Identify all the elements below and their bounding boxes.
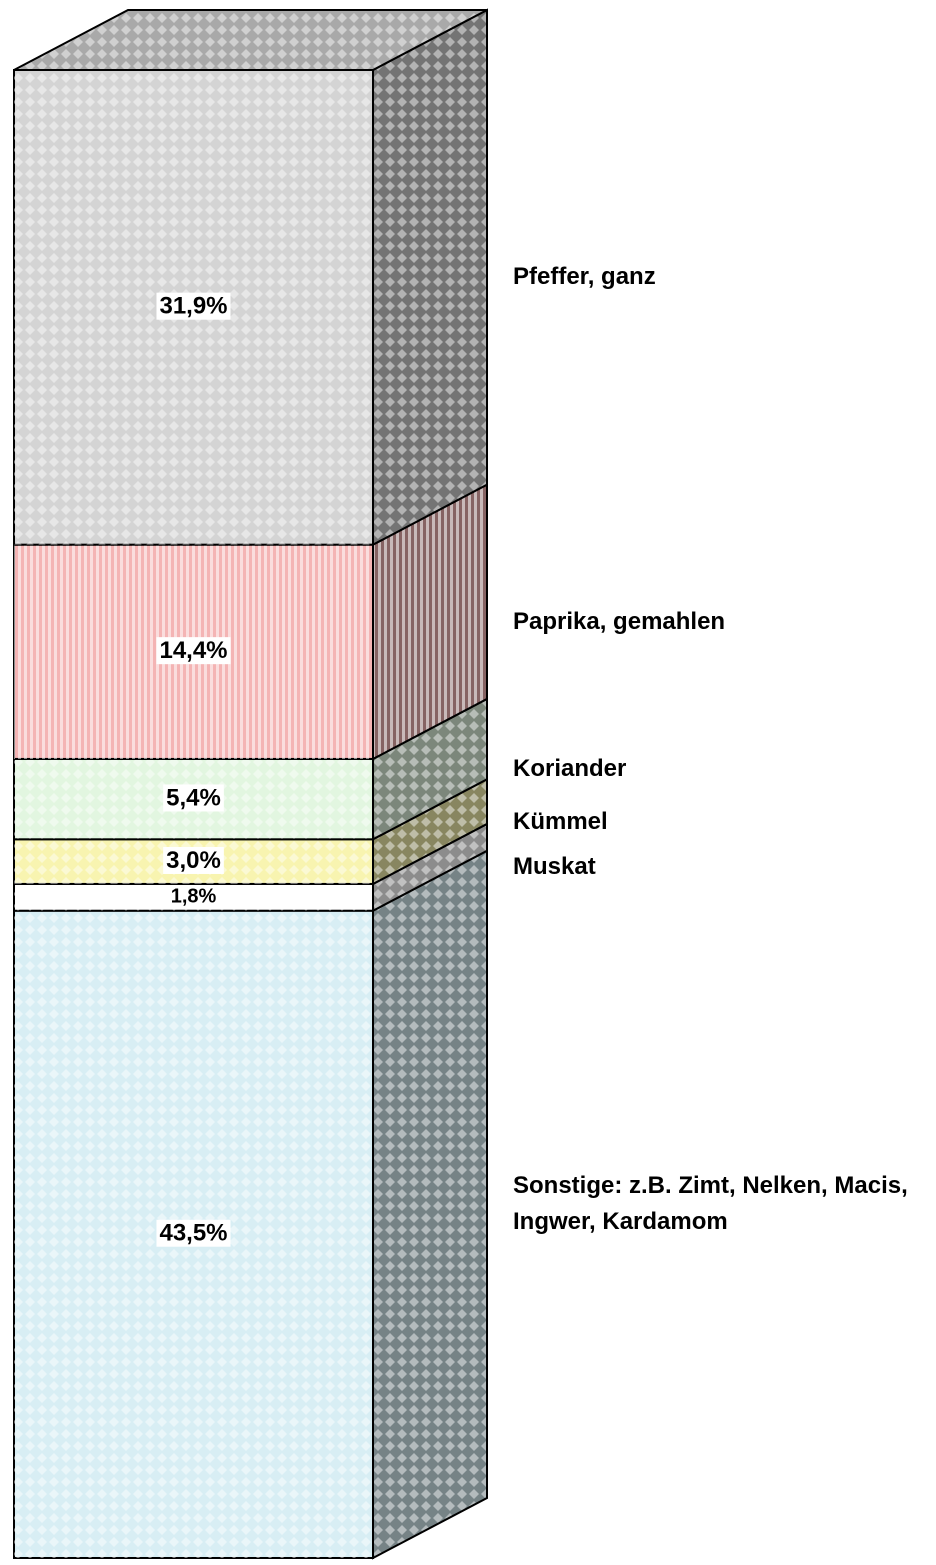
legend-label: Sonstige: z.B. Zimt, Nelken, Macis, Ingw…: [513, 1172, 908, 1236]
legend-label: Pfeffer, ganz: [513, 263, 656, 291]
legend-label: Koriander: [513, 755, 627, 783]
value-label: 1,8%: [171, 886, 217, 908]
value-label-bg: [167, 885, 220, 908]
value-label-bg: [156, 292, 231, 320]
bar-segment-side-texture: [372, 8, 488, 547]
value-label: 43,5%: [159, 1220, 227, 1247]
legend-label: Kümmel: [513, 808, 608, 836]
bar-segment-side-texture: [372, 849, 488, 1560]
legend-label: Muskat: [513, 853, 596, 881]
value-label: 3,0%: [166, 847, 221, 874]
value-label: 5,4%: [166, 784, 221, 811]
bar-top-texture: [13, 9, 488, 71]
value-label-bg: [163, 846, 224, 874]
value-label-bg: [156, 637, 231, 665]
legend-label: Paprika, gemahlen: [513, 607, 726, 635]
value-label: 31,9%: [159, 293, 227, 320]
value-label-bg: [156, 1219, 231, 1247]
value-label-bg: [163, 784, 224, 812]
value-label: 14,4%: [159, 637, 227, 664]
